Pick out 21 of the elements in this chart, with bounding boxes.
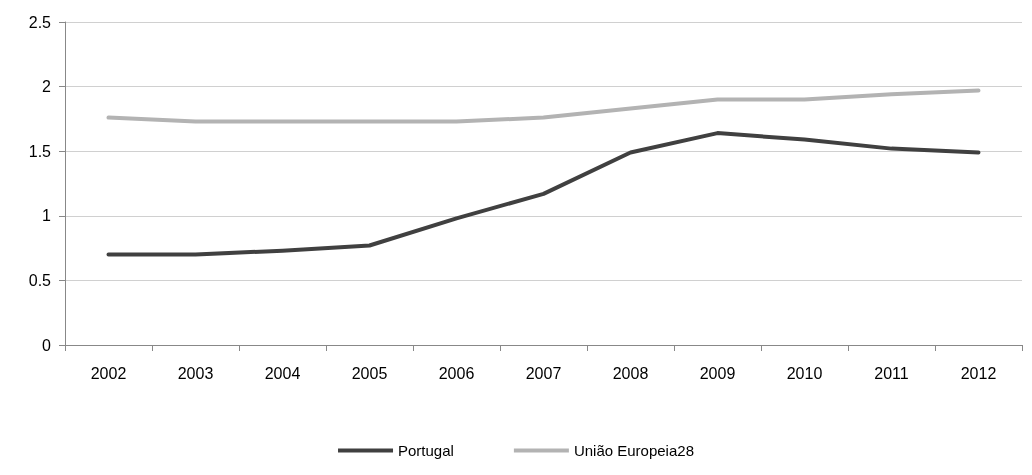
y-tick-label: 0: [42, 336, 52, 354]
line-series: [106, 131, 981, 257]
x-tick-label: 2011: [874, 364, 909, 382]
y-tick-label: 2: [42, 78, 52, 96]
x-tick-label: 2003: [177, 364, 214, 382]
y-tick-label: 2.5: [28, 13, 52, 31]
x-tick-label: 2010: [786, 364, 823, 382]
y-tick-label: 1: [42, 207, 52, 225]
line-series: [106, 88, 981, 124]
x-tick-label: 2007: [525, 364, 562, 382]
x-tick-label: 2005: [351, 364, 388, 382]
x-tick-label: 2012: [960, 364, 997, 382]
x-tick-label: 2006: [438, 364, 475, 382]
x-tick-label: 2009: [699, 364, 736, 382]
legend-label: União Europeia28: [573, 442, 694, 459]
x-tick-label: 2002: [90, 364, 127, 382]
y-tick-label: 0.5: [28, 271, 52, 289]
legend-label: Portugal: [398, 442, 454, 459]
x-tick-label: 2008: [612, 364, 649, 382]
x-tick-label: 2004: [264, 364, 301, 382]
y-tick-label: 1.5: [28, 142, 52, 160]
